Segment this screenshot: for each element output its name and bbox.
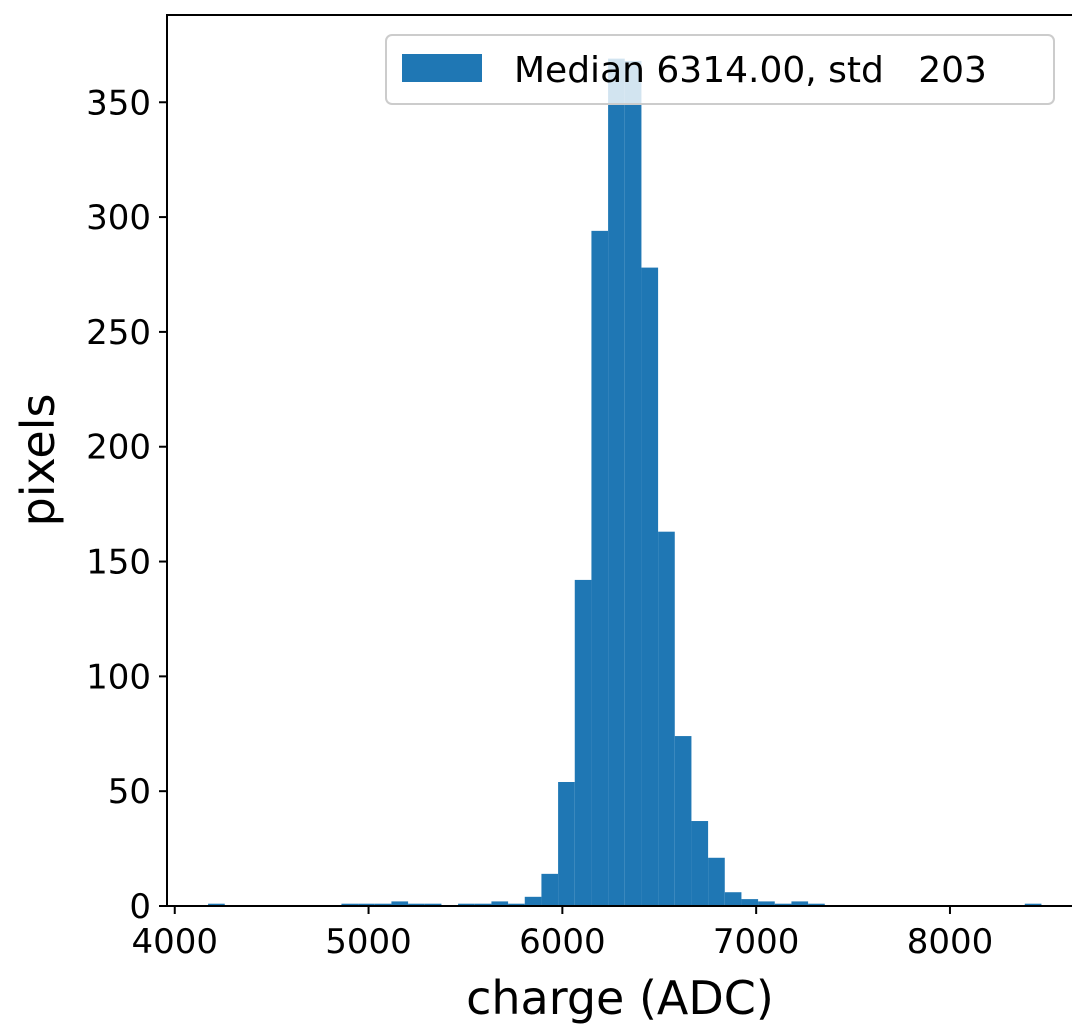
histogram-bar-22 xyxy=(708,857,725,906)
y-axis-ticks: 0 50 100 150 200 250 300 350 xyxy=(86,83,167,927)
histogram-bar-19 xyxy=(658,531,675,906)
histogram-bar-1 xyxy=(341,903,359,906)
legend-swatch xyxy=(402,54,482,82)
y-tick-label-0: 0 xyxy=(129,887,151,927)
y-axis-label: pixels xyxy=(11,394,65,527)
histogram-bar-29 xyxy=(1024,903,1042,906)
x-tick-label-4000: 4000 xyxy=(131,922,218,962)
histogram-bar-21 xyxy=(691,821,709,906)
y-tick-label-350: 350 xyxy=(86,83,151,123)
histogram-bar-3 xyxy=(374,903,392,906)
histogram-bar-27 xyxy=(791,901,809,906)
histogram-bar-11 xyxy=(524,896,542,906)
histogram-bar-20 xyxy=(674,736,692,906)
histogram-bar-6 xyxy=(424,903,442,906)
histogram-bar-24 xyxy=(741,899,759,906)
legend-box xyxy=(385,34,1055,105)
histogram-bar-15 xyxy=(591,230,609,906)
histogram-bar-26 xyxy=(774,903,792,906)
histogram-bar-17 xyxy=(624,60,642,906)
legend: Median 6314.00, std 203 xyxy=(385,34,1055,105)
x-tick-label-7000: 7000 xyxy=(713,922,800,962)
histogram-bar-18 xyxy=(641,267,659,906)
y-tick-label-300: 300 xyxy=(86,198,151,238)
histogram-bar-10 xyxy=(508,903,525,906)
histogram-bar-8 xyxy=(474,903,492,906)
y-tick-label-100: 100 xyxy=(86,657,151,697)
histogram-bar-0 xyxy=(208,903,225,906)
histogram-bar-9 xyxy=(491,901,509,906)
x-axis-ticks: 4000 5000 6000 7000 8000 xyxy=(131,906,993,962)
x-tick-label-5000: 5000 xyxy=(325,922,412,962)
histogram-bar-5 xyxy=(408,903,425,906)
histogram-bar-2 xyxy=(358,903,375,906)
x-tick-label-8000: 8000 xyxy=(907,922,994,962)
histogram-bar-14 xyxy=(574,579,592,906)
y-tick-label-250: 250 xyxy=(86,313,151,353)
histogram-bar-12 xyxy=(541,873,559,906)
axes-frame xyxy=(166,14,1072,907)
x-tick-label-6000: 6000 xyxy=(519,922,606,962)
histogram-bar-7 xyxy=(458,903,475,906)
histogram-bar-4 xyxy=(391,901,409,906)
y-tick-label-150: 150 xyxy=(86,543,151,583)
histogram-bar-13 xyxy=(558,781,575,906)
histogram-bar-28 xyxy=(808,903,825,906)
histogram-bars xyxy=(208,58,1042,906)
y-tick-label-50: 50 xyxy=(108,772,151,812)
legend-label: Median 6314.00, std 203 xyxy=(514,50,987,91)
histogram-bar-23 xyxy=(724,892,742,906)
histogram-bar-16 xyxy=(608,58,625,906)
histogram-bar-25 xyxy=(758,901,775,906)
x-axis-label: charge (ADC) xyxy=(466,971,774,1025)
y-tick-label-200: 200 xyxy=(86,428,151,468)
